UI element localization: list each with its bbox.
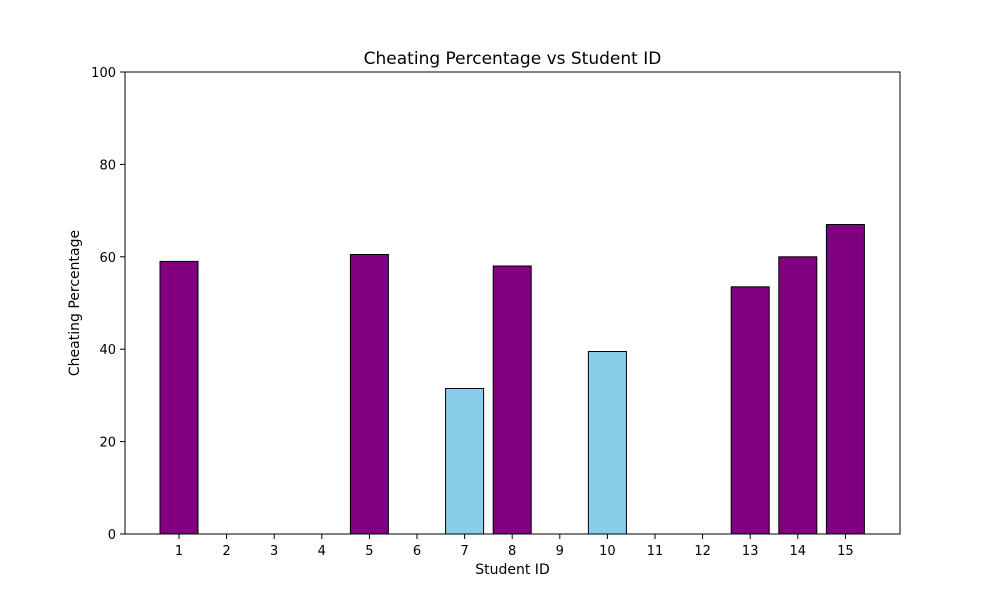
y-tick-label: 100	[91, 66, 116, 81]
x-tick-label: 7	[460, 544, 468, 559]
x-tick-label: 12	[694, 544, 711, 559]
x-tick-label: 6	[413, 544, 421, 559]
x-tick-label: 11	[647, 544, 664, 559]
bar-student-1	[159, 260, 199, 535]
bar-student-15	[825, 224, 865, 535]
bar-student-7	[445, 388, 485, 535]
x-axis: 1 2 3 4 5 6 7 8 9 10 11 12 13 14 15	[175, 534, 854, 559]
x-tick-label: 2	[222, 544, 230, 559]
y-tick-label: 20	[99, 436, 116, 451]
x-tick-label: 1	[175, 544, 183, 559]
y-tick-label: 0	[108, 528, 116, 543]
bar-student-14	[778, 256, 818, 535]
x-tick-label: 10	[599, 544, 616, 559]
y-tick-label: 80	[99, 158, 116, 173]
y-tick-label: 60	[99, 251, 116, 266]
bars-layer	[159, 224, 865, 535]
x-tick-label: 13	[742, 544, 759, 559]
y-axis-label: Cheating Percentage	[67, 230, 83, 376]
y-axis: 0 20 40 60 80 100	[91, 66, 125, 543]
bar-student-10	[587, 351, 627, 535]
x-tick-label: 4	[318, 544, 326, 559]
bar-student-13	[730, 286, 770, 535]
y-tick-label: 40	[99, 343, 116, 358]
bar-student-5	[349, 254, 389, 535]
x-tick-label: 5	[365, 544, 373, 559]
x-tick-label: 3	[270, 544, 278, 559]
bar-student-8	[492, 265, 532, 535]
x-axis-label: Student ID	[475, 562, 549, 578]
chart-title: Cheating Percentage vs Student ID	[364, 49, 662, 69]
x-tick-label: 15	[837, 544, 854, 559]
x-tick-label: 9	[556, 544, 564, 559]
x-tick-label: 8	[508, 544, 516, 559]
x-tick-label: 14	[790, 544, 807, 559]
